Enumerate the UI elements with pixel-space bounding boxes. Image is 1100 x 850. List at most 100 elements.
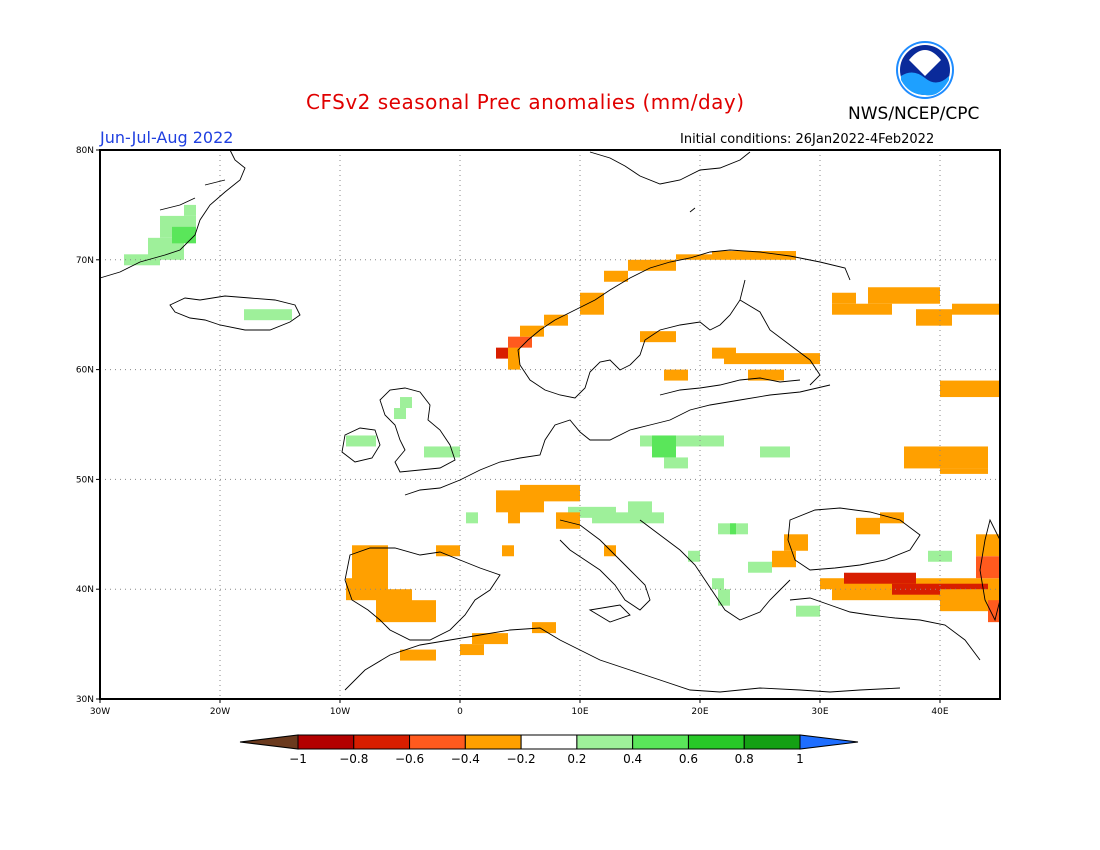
anomaly-cell [532,622,556,634]
map-gridlines [100,150,1000,699]
colorbar-box [632,734,689,750]
colorbar-label: −0.8 [339,752,368,766]
longitude-ticks: 30W 20W 10W 0 10E 20E 30E 40E [90,699,949,717]
anomaly-cell [436,545,460,557]
anomaly-cell [466,512,478,524]
anomaly-cell [988,600,1000,623]
anomaly-cell [502,545,514,557]
map-title: CFSv2 seasonal Prec anomalies (mm/day) [306,90,745,114]
anomaly-cell [724,353,820,365]
anomaly-cell [832,292,856,304]
anomaly-cell [604,545,616,557]
colorbar-max-arrow [799,734,859,750]
colorbar-label: 0.2 [567,752,586,766]
anomaly-cell [400,649,436,661]
anomaly-cell [376,589,412,623]
anomaly-cell [400,397,412,409]
anomaly-cell [394,408,406,420]
anomaly-cell [520,325,544,337]
map-frame [99,149,1001,700]
anomaly-cells [124,204,1000,661]
latitude-ticks: 30N 40N 50N 60N 70N 80N [76,146,100,705]
anomaly-cell [124,254,160,266]
anomaly-cell [664,457,688,469]
lat-tick-label: 70N [76,256,94,266]
colorbar-label: −0.4 [451,752,480,766]
anomaly-cell [640,435,724,447]
anomaly-cell [556,512,580,529]
initial-conditions-label: Initial conditions: 26Jan2022-4Feb2022 [680,132,935,147]
anomaly-cell [712,251,796,260]
coastlines [99,149,1001,693]
anomaly-cell [508,501,520,524]
anomaly-cell [184,204,196,216]
anomaly-cell [952,303,1000,315]
anomaly-cell [904,446,988,469]
lat-tick-label: 60N [76,366,94,376]
anomaly-cell [940,380,1000,398]
colorbar-box [743,734,801,750]
anomaly-cell [628,501,652,518]
anomaly-cell [508,347,520,370]
anomaly-cell [832,303,892,315]
anomaly-cell [916,309,952,326]
colorbar-box [353,734,411,750]
anomaly-cell [772,550,796,568]
anomaly-cell [472,633,508,645]
colorbar-min-arrow [239,734,299,750]
anomaly-cell [976,556,1000,579]
anomaly-cell [748,369,784,381]
anomaly-cell [412,600,436,623]
colorbar-boxes [239,734,859,750]
anomaly-cell [760,446,790,458]
anomaly-cell [460,644,484,656]
lon-tick-label: 0 [457,707,463,717]
anomaly-cell [604,270,628,282]
anomaly-cell [244,309,292,321]
colorbar-box [687,734,745,750]
anomaly-cell [628,259,676,271]
colorbar-label: 0.4 [623,752,642,766]
anomaly-cell [544,314,568,326]
anomaly-cell [748,561,772,573]
anomaly-cell [856,517,880,535]
colorbar-label: −0.2 [507,752,536,766]
colorbar-label: −0.6 [395,752,424,766]
season-label: Jun-Jul-Aug 2022 [100,128,234,147]
anomaly-cell [976,534,1000,557]
anomaly-cell [820,578,832,590]
anomaly-cell [508,336,532,348]
anomaly-cell [424,446,460,458]
anomaly-cell [940,589,1000,612]
anomaly-cell [940,468,988,474]
anomaly-cell [928,550,952,562]
anomaly-cell [688,550,700,562]
lat-tick-label: 50N [76,475,94,485]
lon-tick-label: 30E [811,707,828,717]
lon-tick-label: 20E [691,707,708,717]
colorbar-box [297,734,355,750]
colorbar-label: 0.6 [679,752,698,766]
colorbar-box [409,734,466,750]
lat-tick-label: 80N [76,146,94,156]
anomaly-cell [652,435,676,458]
lon-tick-label: 40E [931,707,948,717]
colorbar-box [464,734,522,750]
anomaly-cell [718,589,730,606]
anomaly-cell [712,578,724,590]
lat-tick-label: 30N [76,695,94,705]
anomaly-cell [730,523,736,535]
anomaly-cell [844,572,916,584]
colorbar-label: 0.8 [735,752,754,766]
lon-tick-label: 30W [90,707,110,717]
lon-tick-label: 20W [210,707,230,717]
colorbar-labels: −1 −0.8 −0.6 −0.4 −0.2 0.2 0.4 0.6 0.8 1 [289,752,804,766]
lat-tick-label: 40N [76,585,94,595]
agency-label: NWS/NCEP/CPC [848,104,980,124]
colorbar-box [520,734,578,750]
anomaly-cell [172,226,196,244]
anomaly-cell [868,287,940,304]
noaa-logo-icon [896,41,954,99]
